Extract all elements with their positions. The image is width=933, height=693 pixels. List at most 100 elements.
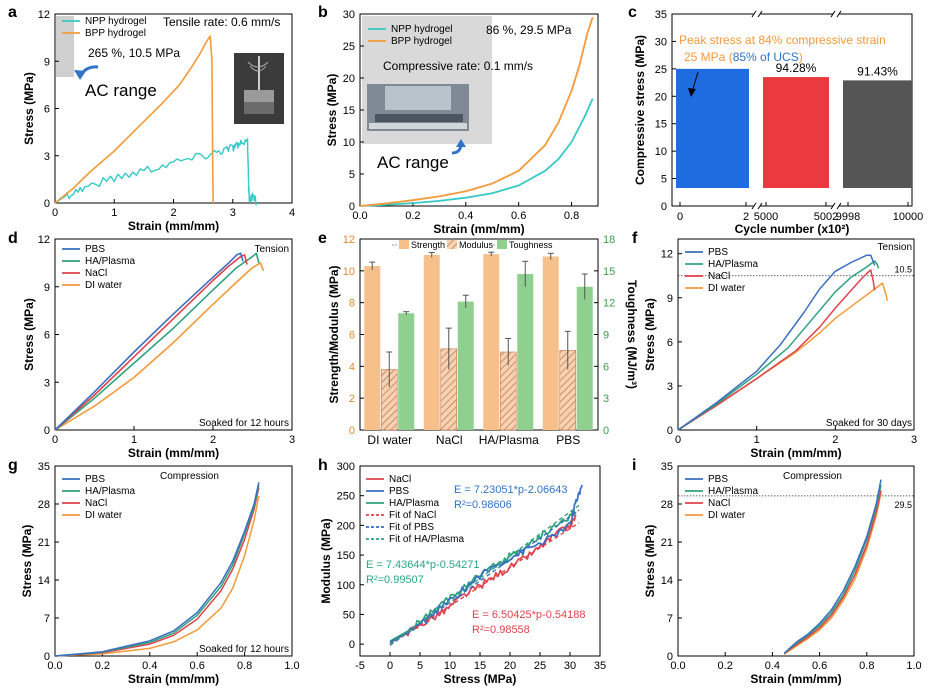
legend-label-b: NPP hydrogel <box>391 24 453 35</box>
annotation-mode-g: Compression <box>160 471 219 482</box>
y-tick-label-b: 10 <box>343 137 355 149</box>
fit-line-h-1 <box>389 509 580 646</box>
annotation-ac-a: AC range <box>85 81 157 100</box>
y-tick-label-a: 9 <box>44 56 50 68</box>
x-axis-label-i: Strain (mm/mm) <box>750 672 841 686</box>
legend-label-b: BPP hydrogel <box>391 36 452 47</box>
y-axis-label-b: Stress (MPa) <box>325 74 339 147</box>
fit-equation-h: E = 6.50425*p-0.54188 <box>472 609 585 621</box>
legend-label-i: PBS <box>708 474 728 485</box>
y-tick-label-f: 0 <box>667 425 673 437</box>
legend-label-e: Toughness <box>509 240 553 250</box>
legend-swatch-e <box>447 240 457 249</box>
series-line-f-pbs <box>677 254 876 431</box>
photo-sample-b <box>375 114 463 122</box>
y-axis-label-i: Stress (MPa) <box>643 525 657 598</box>
y2-tick-label-e: 15 <box>603 266 615 278</box>
y-tick-label-i: 0 <box>667 651 673 663</box>
x-tick-label-c: 2 <box>743 211 749 223</box>
x-tick-label-c: 5000 <box>754 211 778 223</box>
axis-break-mask-c <box>754 204 760 208</box>
x-tick-label-b: 0.4 <box>458 210 473 222</box>
x-tick-label-f: 2 <box>832 434 838 446</box>
legend-label-i: HA/Plasma <box>708 486 758 497</box>
y-tick-label-e: 12 <box>343 234 355 246</box>
x-tick-label-f: 0 <box>675 434 681 446</box>
series-line-g-di-water <box>54 495 260 657</box>
y-tick-label-a: 12 <box>38 9 50 21</box>
panel-label-f: f <box>632 230 638 247</box>
plot-frame-f <box>677 238 915 431</box>
legend-label-d: PBS <box>85 244 105 255</box>
axis-break-c <box>830 10 842 18</box>
legend-label-h: Fit of HA/Plasma <box>389 534 464 545</box>
x-tick-label-b: 0.2 <box>405 210 420 222</box>
x-tick-label-g: 0.2 <box>95 660 110 672</box>
bar-e-toughness <box>517 274 534 430</box>
category-label-e: DI water <box>367 433 412 447</box>
legend-label-f: NaCl <box>708 271 730 282</box>
series-line-d-pbs <box>54 252 244 431</box>
y-tick-label-e: 8 <box>349 298 355 310</box>
bar-e-strength <box>542 256 559 430</box>
y-tick-label-b: 5 <box>349 169 355 181</box>
x-tick-label-h: 10 <box>444 660 456 672</box>
legend-label-g: DI water <box>85 510 123 521</box>
x-tick-label-f: 3 <box>911 434 917 446</box>
y-tick-label-d: 0 <box>44 425 50 437</box>
y-tick-label-b: 15 <box>343 105 355 117</box>
axis-break-c <box>751 202 763 210</box>
legend-swatch-e <box>497 240 507 249</box>
y-tick-label-e: 10 <box>343 266 355 278</box>
axis-break-c <box>830 202 842 210</box>
x-tick-label-g: 0.8 <box>237 660 252 672</box>
y-axis-label-g: Stress (MPa) <box>20 525 34 598</box>
annotation-ucs-c: 25 MPa (85% of UCS) <box>684 50 803 64</box>
y-tick-label-b: 30 <box>343 9 355 21</box>
x-tick-label-a: 2 <box>170 207 176 219</box>
y2-tick-label-e: 3 <box>603 393 609 405</box>
x-tick-label-i: 0.6 <box>812 660 827 672</box>
photo-sample-a <box>247 61 269 72</box>
panel-label-h: h <box>318 457 328 474</box>
y-tick-label-e: 4 <box>349 361 355 373</box>
ac-arrow-head-b <box>456 139 466 147</box>
y-tick-label-c: 25 <box>655 64 667 76</box>
y-tick-label-d: 3 <box>44 377 50 389</box>
y-tick-label-i: 28 <box>661 499 673 511</box>
x-tick-label-i: 0.8 <box>859 660 874 672</box>
annotation-ucs-value-c: 25 MPa ( <box>684 50 733 64</box>
x-tick-label-h: -5 <box>355 660 365 672</box>
x-tick-label-b: 0.6 <box>511 210 526 222</box>
series-line-b-bpp-hydrogel <box>359 16 594 207</box>
x-axis-label-b: Strain (mm/mm) <box>433 222 524 236</box>
x-tick-label-c: 0 <box>677 211 683 223</box>
series-line-i-ha-plasma <box>783 484 882 654</box>
bar-e-strength <box>483 254 500 430</box>
series-line-f-ha-plasma <box>677 260 880 431</box>
annotation-peak-a: 265 %, 10.5 MPa <box>88 46 180 60</box>
panel-label-g: g <box>8 457 18 474</box>
bar-label-c: 94.28% <box>776 61 817 75</box>
y-tick-label-c: 35 <box>655 9 667 21</box>
y-tick-label-c: 5 <box>661 174 667 186</box>
y-tick-label-e: 0 <box>349 425 355 437</box>
annotation-mode-f: Tension <box>878 242 912 253</box>
series-line-a-bpp-hydrogel <box>54 35 214 204</box>
x-axis-label-c: Cycle number (x10²) <box>735 222 850 236</box>
x-tick-label-d: 3 <box>289 434 295 446</box>
x-tick-label-g: 0.0 <box>47 660 62 672</box>
x-tick-label-d: 1 <box>131 434 137 446</box>
x-tick-label-g: 1.0 <box>284 660 299 672</box>
annotation-mode-d: Tension <box>255 244 289 255</box>
series-line-f-nacl <box>677 269 876 431</box>
y-tick-label-f: 12 <box>661 249 673 261</box>
fit-r2-h: R²=0.99507 <box>366 574 424 586</box>
y-tick-label-h: 250 <box>337 491 355 503</box>
y-tick-label-b: 20 <box>343 73 355 85</box>
y-axis-label-h: Modulus (MPa) <box>319 518 333 603</box>
legend-label-i: NaCl <box>708 498 730 509</box>
x-tick-label-i: 1.0 <box>906 660 921 672</box>
y-tick-label-f: 6 <box>667 337 673 349</box>
